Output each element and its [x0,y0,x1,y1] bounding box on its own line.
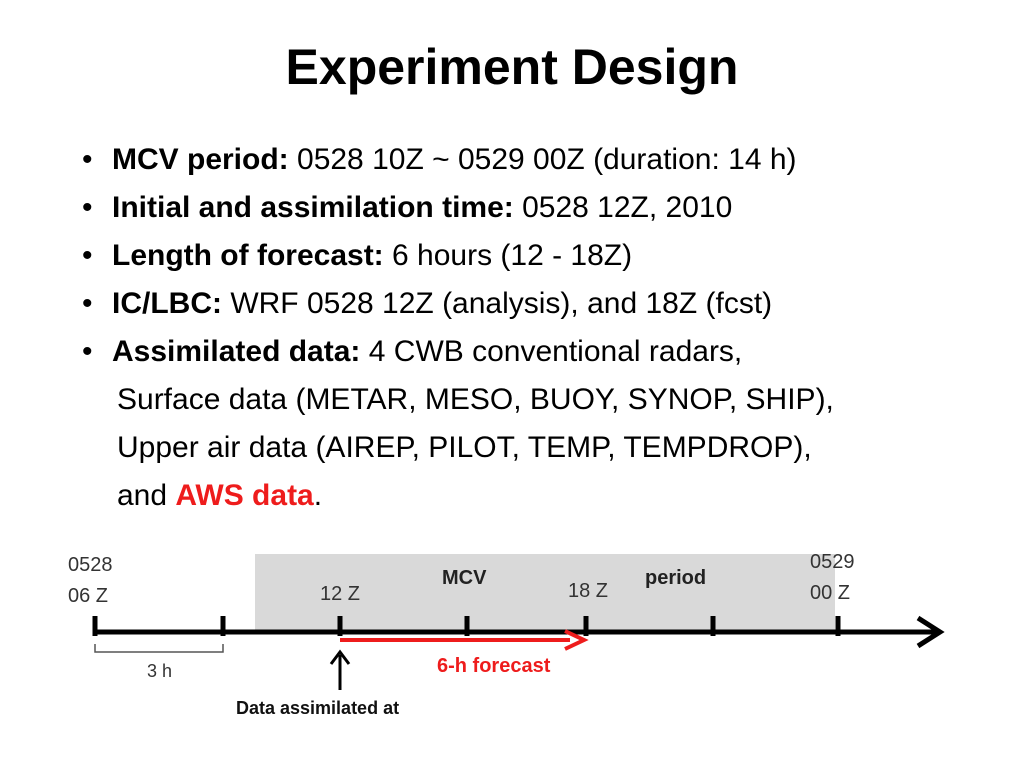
start-date-label: 0528 [68,554,113,576]
axis-arrow-icon [916,615,945,649]
bullet-text: 0528 10Z ~ 0529 00Z (duration: 14 h) [288,143,797,176]
timeline-diagram: 0528 06 Z 12 Z 18 Z 0529 00 Z MCV period… [68,551,945,718]
bullet-continuation: and AWS data. [112,472,980,520]
end-date-label: 0529 [810,551,855,573]
bullet-initial-time: • Initial and assimilation time: 0528 12… [80,184,980,232]
bullet-dot-icon: • [82,191,93,224]
bullet-label: IC/LBC: [112,287,222,320]
tick-label-12z: 12 Z [320,583,360,605]
tick-label-18z: 18 Z [568,580,608,602]
bullet-dot-icon: • [82,335,93,368]
aws-data-highlight: AWS data [175,479,314,512]
bullet-mcv-period: • MCV period: 0528 10Z ~ 0529 00Z (durat… [80,136,980,184]
end-time-label: 00 Z [810,582,850,604]
bullet-continuation: Surface data (METAR, MESO, BUOY, SYNOP, … [117,383,834,416]
mcv-period-band [255,554,835,631]
interval-bracket [94,644,224,653]
bullet-assimilated-data: • Assimilated data: 4 CWB conventional r… [80,328,980,520]
slide-title: Experiment Design [285,39,739,95]
bullet-text: 0528 12Z, 2010 [513,191,733,224]
bullet-label: Assimilated data: [112,335,361,368]
assimilation-label: Data assimilated at [236,698,399,718]
bullet-list: • MCV period: 0528 10Z ~ 0529 00Z (durat… [80,136,980,520]
bullet-continuation: Upper air data (AIREP, PILOT, TEMP, TEMP… [117,431,812,464]
aws-prefix: and [117,479,176,512]
bullet-text: 6 hours (12 - 18Z) [383,239,633,272]
bullet-text: WRF 0528 12Z (analysis), and 18Z (fcst) [221,287,773,320]
start-time-label: 06 Z [68,585,108,607]
up-arrow-icon [329,649,351,665]
forecast-arrowhead-icon [564,629,589,651]
period-label: period [645,567,706,589]
interval-label: 3 h [147,661,172,681]
bullet-ic-lbc: • IC/LBC: WRF 0528 12Z (analysis), and 1… [80,280,980,328]
aws-suffix: . [313,479,323,512]
bullet-label: Length of forecast: [112,239,384,272]
bullet-dot-icon: • [82,143,93,176]
bullet-forecast-length: • Length of forecast: 6 hours (12 - 18Z) [80,232,980,280]
bullet-label: Initial and assimilation time: [112,191,514,224]
bullet-label: MCV period: [112,143,289,176]
bullet-text: 4 CWB conventional radars, [360,335,743,368]
bullet-dot-icon: • [82,287,93,320]
mcv-label: MCV [442,567,487,589]
forecast-label: 6-h forecast [437,655,551,677]
bullet-dot-icon: • [82,239,93,272]
